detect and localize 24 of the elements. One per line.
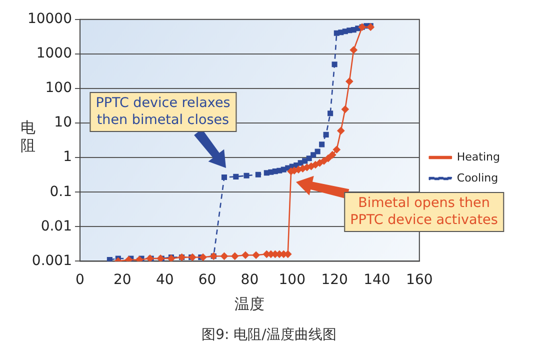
legend-label: Heating (456, 150, 500, 164)
y-tick-label: 0.01 (40, 218, 72, 234)
x-tick-label: 80 (240, 272, 259, 288)
y-tick-label: 1000 (36, 46, 72, 62)
caption: 图9: 电阻/温度曲线图 (200, 326, 338, 344)
y-tick-label: 0.1 (50, 184, 72, 200)
x-tick-label: 60 (198, 272, 216, 288)
y-tick-label: 10000 (27, 11, 72, 28)
x-tick-label: 20 (114, 272, 132, 288)
x-tick-label: 100 (278, 272, 306, 288)
x-tick-label: 40 (156, 272, 174, 288)
x-axis-title: 温度 (234, 294, 265, 313)
y-tick-label: 0.001 (32, 252, 72, 269)
y-tick-label: 10 (54, 114, 72, 131)
x-tick-label: 140 (364, 272, 390, 288)
y-tick-label: 1 (63, 149, 72, 166)
x-tick-label: 160 (406, 272, 433, 288)
annotation: Bimetal opens then PPTC device activates (344, 192, 504, 232)
annotation: PPTC device relaxes then bimetal closes (90, 92, 236, 132)
y-tick-label: 100 (45, 80, 72, 96)
legend-label: Cooling (456, 171, 498, 184)
y-axis-title: 电阻 (20, 118, 36, 154)
x-tick-label: 120 (321, 272, 348, 288)
x-tick-label: 0 (76, 272, 84, 288)
